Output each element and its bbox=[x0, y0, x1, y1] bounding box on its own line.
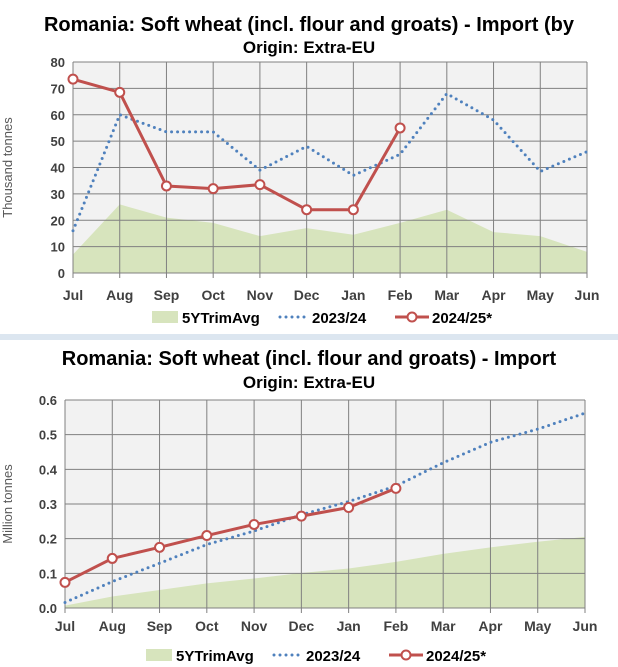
y-tick-label: 0.5 bbox=[39, 428, 57, 443]
legend-label: 2024/25* bbox=[432, 310, 492, 327]
y-tick-label: 50 bbox=[51, 134, 65, 149]
y-tick-label: 0.6 bbox=[39, 393, 57, 408]
legend-marker bbox=[406, 311, 418, 323]
y-tick-label: 0.2 bbox=[39, 532, 57, 547]
x-tick-label: Apr bbox=[478, 618, 503, 634]
marker-2024/25* bbox=[295, 510, 307, 522]
x-tick-label: Jan bbox=[337, 618, 361, 634]
legend-marker bbox=[400, 649, 412, 661]
marker-2024/25* bbox=[390, 482, 402, 494]
y-tick-label: 0.0 bbox=[39, 601, 57, 616]
marker-2024/25* bbox=[301, 204, 313, 216]
x-tick-label: Apr bbox=[481, 287, 506, 303]
y-tick-label: 60 bbox=[51, 108, 65, 123]
y-tick-label: 10 bbox=[51, 240, 65, 255]
y-tick-label: 0.4 bbox=[39, 462, 58, 477]
x-tick-label: May bbox=[527, 287, 554, 303]
legend-label: 2024/25* bbox=[426, 648, 486, 665]
x-tick-label: Feb bbox=[388, 287, 413, 303]
series-2023/24 bbox=[71, 91, 589, 233]
marker-2024/25* bbox=[106, 552, 118, 564]
x-tick-label: Feb bbox=[383, 618, 408, 634]
series-2024/25* bbox=[72, 77, 402, 212]
x-tick-label: Jul bbox=[63, 287, 83, 303]
x-tick-label: Jun bbox=[575, 287, 600, 303]
marker-2024/25* bbox=[207, 183, 219, 195]
marker-2024/25* bbox=[67, 73, 79, 85]
y-tick-label: 40 bbox=[51, 161, 65, 176]
x-tick-label: Aug bbox=[99, 618, 126, 634]
marker-2024/25* bbox=[254, 179, 266, 191]
x-tick-label: Dec bbox=[294, 287, 320, 303]
chart1-subtitle: Origin: Extra-EU bbox=[242, 38, 376, 57]
marker-2024/25* bbox=[59, 576, 71, 588]
legend-swatch-area bbox=[146, 649, 172, 661]
x-tick-label: Oct bbox=[202, 287, 226, 303]
series-2024/25* bbox=[64, 487, 397, 584]
chart1: 0 10 20 30 40 50 60 70 80 Jul Aug Sep Oct Nov Dec Jan Fe… bbox=[0, 55, 600, 327]
x-tick-label: Jan bbox=[341, 287, 365, 303]
marker-2024/25* bbox=[114, 86, 126, 98]
y-tick-label: 0.3 bbox=[39, 497, 57, 512]
marker-2024/25* bbox=[394, 122, 406, 134]
legend-label: 5YTrimAvg bbox=[176, 648, 254, 665]
y-axis-label: Million tonnes bbox=[0, 464, 15, 544]
y-tick-label: 0.1 bbox=[39, 566, 57, 581]
y-tick-label: 30 bbox=[51, 187, 65, 202]
y-tick-label: 20 bbox=[51, 213, 65, 228]
chart2-title: Romania: Soft wheat (incl. flour and gro… bbox=[61, 348, 557, 370]
marker-2024/25* bbox=[154, 541, 166, 553]
x-tick-label: Mar bbox=[431, 618, 456, 634]
x-tick-label: Sep bbox=[154, 287, 180, 303]
marker-2024/25* bbox=[343, 501, 355, 513]
x-tick-label: Nov bbox=[247, 287, 274, 303]
area-5YTrimAvg bbox=[65, 536, 585, 608]
x-tick-label: Mar bbox=[434, 287, 459, 303]
x-tick-label: Jun bbox=[573, 618, 598, 634]
x-tick-label: Dec bbox=[289, 618, 315, 634]
y-tick-label: 80 bbox=[51, 55, 65, 70]
marker-2024/25* bbox=[160, 180, 172, 192]
x-tick-label: Aug bbox=[106, 287, 133, 303]
chart1-title: Romania: Soft wheat (incl. flour and gro… bbox=[43, 14, 574, 36]
marker-2024/25* bbox=[248, 518, 260, 530]
area-5YTrimAvg bbox=[73, 204, 587, 273]
x-tick-label: Sep bbox=[147, 618, 173, 634]
legend-label: 5YTrimAvg bbox=[182, 310, 260, 327]
y-tick-label: 0 bbox=[58, 266, 65, 281]
marker-2024/25* bbox=[201, 530, 213, 542]
chart2-subtitle: Origin: Extra-EU bbox=[242, 373, 376, 392]
x-tick-label: Nov bbox=[241, 618, 268, 634]
series-2023/24 bbox=[63, 411, 587, 604]
legend-label: 2023/24 bbox=[306, 648, 361, 665]
separator bbox=[0, 334, 618, 340]
y-axis-label: Thousand tonnes bbox=[0, 117, 15, 218]
y-tick-label: 70 bbox=[51, 81, 65, 96]
x-tick-label: May bbox=[524, 618, 551, 634]
x-tick-label: Jul bbox=[55, 618, 75, 634]
marker-2024/25* bbox=[347, 204, 359, 216]
legend-swatch-area bbox=[152, 311, 178, 323]
x-tick-label: Oct bbox=[195, 618, 219, 634]
legend-label: 2023/24 bbox=[312, 310, 367, 327]
